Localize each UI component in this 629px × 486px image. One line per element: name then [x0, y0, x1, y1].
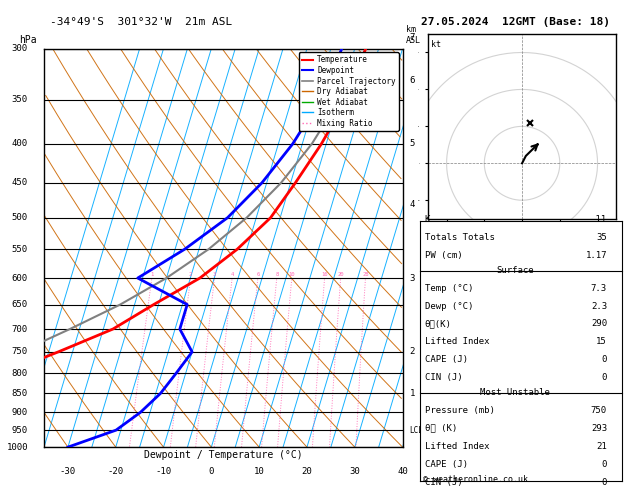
Text: 8: 8	[275, 272, 279, 277]
Text: 0: 0	[601, 355, 607, 364]
Text: -11: -11	[591, 215, 607, 224]
Text: 15: 15	[596, 337, 607, 347]
Text: 16: 16	[321, 272, 328, 277]
Text: 5: 5	[409, 139, 415, 148]
Text: 3: 3	[409, 274, 415, 282]
Text: 20: 20	[301, 467, 313, 476]
Legend: Temperature, Dewpoint, Parcel Trajectory, Dry Adiabat, Wet Adiabat, Isotherm, Mi: Temperature, Dewpoint, Parcel Trajectory…	[299, 52, 399, 131]
Text: 1: 1	[150, 272, 153, 277]
Text: 600: 600	[12, 274, 28, 282]
Text: 400: 400	[12, 139, 28, 148]
Text: © weatheronline.co.uk: © weatheronline.co.uk	[423, 474, 528, 484]
Text: -34°49'S  301°32'W  21m ASL: -34°49'S 301°32'W 21m ASL	[50, 17, 233, 27]
Text: 7: 7	[409, 33, 415, 42]
Text: 300: 300	[12, 44, 28, 53]
Text: Pressure (mb): Pressure (mb)	[425, 406, 494, 415]
Text: CIN (J): CIN (J)	[425, 478, 462, 486]
Text: 1000: 1000	[6, 443, 28, 451]
Text: 30: 30	[349, 467, 360, 476]
Text: 4: 4	[230, 272, 234, 277]
Text: 2: 2	[409, 347, 415, 356]
Text: 6: 6	[409, 76, 415, 85]
Text: K: K	[425, 215, 430, 224]
Text: -20: -20	[108, 467, 124, 476]
Text: kt: kt	[431, 39, 442, 49]
Text: 28: 28	[362, 272, 369, 277]
Text: 1.17: 1.17	[586, 251, 607, 260]
Text: km
ASL: km ASL	[406, 25, 421, 45]
Text: Temp (°C): Temp (°C)	[425, 283, 473, 293]
Text: 3: 3	[213, 272, 216, 277]
Text: 500: 500	[12, 213, 28, 222]
Text: 800: 800	[12, 369, 28, 378]
Text: 10: 10	[289, 272, 295, 277]
Text: 900: 900	[12, 408, 28, 417]
Text: Lifted Index: Lifted Index	[425, 337, 489, 347]
Text: 0: 0	[209, 467, 214, 476]
Text: Dewp (°C): Dewp (°C)	[425, 301, 473, 311]
Text: 35: 35	[596, 233, 607, 242]
Text: Lifted Index: Lifted Index	[425, 442, 489, 451]
X-axis label: Dewpoint / Temperature (°C): Dewpoint / Temperature (°C)	[144, 450, 303, 460]
Text: -30: -30	[60, 467, 76, 476]
Text: 0: 0	[601, 460, 607, 469]
Text: 20: 20	[337, 272, 344, 277]
Text: CAPE (J): CAPE (J)	[425, 460, 467, 469]
Text: -10: -10	[155, 467, 172, 476]
Text: θᴄ(K): θᴄ(K)	[425, 319, 452, 329]
Text: 700: 700	[12, 325, 28, 333]
Text: CIN (J): CIN (J)	[425, 373, 462, 382]
Text: 1: 1	[409, 389, 415, 398]
Text: 350: 350	[12, 95, 28, 104]
Text: Surface: Surface	[496, 265, 533, 275]
Text: 2: 2	[189, 272, 192, 277]
Text: 0: 0	[601, 478, 607, 486]
Text: PW (cm): PW (cm)	[425, 251, 462, 260]
Text: 21: 21	[596, 442, 607, 451]
Text: 10: 10	[253, 467, 265, 476]
Text: 0: 0	[601, 373, 607, 382]
Text: 550: 550	[12, 245, 28, 254]
Text: CAPE (J): CAPE (J)	[425, 355, 467, 364]
Text: 40: 40	[397, 467, 408, 476]
Text: 450: 450	[12, 178, 28, 187]
Text: 4: 4	[409, 200, 415, 208]
Text: 750: 750	[591, 406, 607, 415]
Text: 2.3: 2.3	[591, 301, 607, 311]
Text: LCL: LCL	[409, 426, 423, 434]
Text: 750: 750	[12, 347, 28, 356]
Text: hPa: hPa	[19, 35, 36, 45]
Text: Mixing Ratio (g/kg): Mixing Ratio (g/kg)	[430, 240, 439, 335]
Text: 650: 650	[12, 300, 28, 309]
Text: 950: 950	[12, 426, 28, 434]
Text: 27.05.2024  12GMT (Base: 18): 27.05.2024 12GMT (Base: 18)	[421, 17, 610, 27]
Text: 7.3: 7.3	[591, 283, 607, 293]
Text: 290: 290	[591, 319, 607, 329]
Text: 850: 850	[12, 389, 28, 398]
Text: θᴄ (K): θᴄ (K)	[425, 424, 457, 433]
Text: Totals Totals: Totals Totals	[425, 233, 494, 242]
Text: 6: 6	[256, 272, 260, 277]
Text: 293: 293	[591, 424, 607, 433]
Text: Most Unstable: Most Unstable	[480, 388, 550, 397]
